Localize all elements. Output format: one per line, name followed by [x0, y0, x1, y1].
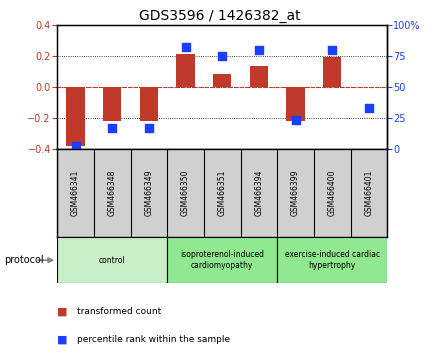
Text: GSM466348: GSM466348 — [108, 170, 117, 216]
Bar — [103, 87, 121, 121]
Bar — [176, 54, 195, 87]
Text: control: control — [99, 256, 125, 265]
Text: GDS3596 / 1426382_at: GDS3596 / 1426382_at — [139, 9, 301, 23]
Text: transformed count: transformed count — [77, 307, 161, 316]
Text: ■: ■ — [57, 335, 68, 345]
Text: ■: ■ — [57, 307, 68, 316]
Text: GSM466394: GSM466394 — [254, 170, 264, 216]
Text: exercise-induced cardiac
hypertrophy: exercise-induced cardiac hypertrophy — [285, 251, 380, 270]
Bar — [286, 87, 305, 121]
Text: GSM466351: GSM466351 — [218, 170, 227, 216]
Point — [219, 53, 226, 58]
Point — [145, 125, 152, 131]
Text: GSM466400: GSM466400 — [328, 170, 337, 216]
Bar — [250, 66, 268, 87]
Bar — [213, 74, 231, 87]
Bar — [323, 57, 341, 87]
Text: GSM466401: GSM466401 — [364, 170, 374, 216]
Bar — [66, 87, 85, 145]
Text: percentile rank within the sample: percentile rank within the sample — [77, 335, 230, 344]
Point — [365, 105, 372, 110]
Text: GSM466350: GSM466350 — [181, 170, 190, 216]
Bar — [277, 237, 387, 283]
Point — [329, 47, 336, 52]
Text: GSM466349: GSM466349 — [144, 170, 154, 216]
Bar — [167, 237, 277, 283]
Text: protocol: protocol — [4, 255, 44, 265]
Point — [182, 44, 189, 50]
Point — [255, 47, 262, 52]
Point — [109, 125, 116, 131]
Point — [72, 143, 79, 149]
Bar — [57, 237, 167, 283]
Point — [292, 118, 299, 123]
Text: GSM466399: GSM466399 — [291, 170, 300, 216]
Text: GSM466341: GSM466341 — [71, 170, 80, 216]
Text: isoproterenol-induced
cardiomyopathy: isoproterenol-induced cardiomyopathy — [180, 251, 264, 270]
Bar — [140, 87, 158, 121]
